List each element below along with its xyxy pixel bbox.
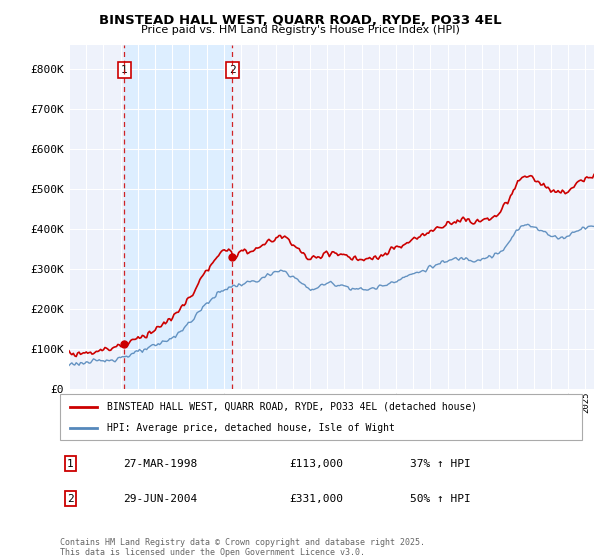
Text: BINSTEAD HALL WEST, QUARR ROAD, RYDE, PO33 4EL (detached house): BINSTEAD HALL WEST, QUARR ROAD, RYDE, PO… xyxy=(107,402,477,412)
Text: Contains HM Land Registry data © Crown copyright and database right 2025.
This d: Contains HM Land Registry data © Crown c… xyxy=(60,538,425,557)
Text: 2: 2 xyxy=(229,65,236,75)
Text: 37% ↑ HPI: 37% ↑ HPI xyxy=(410,459,470,469)
Text: 1: 1 xyxy=(121,65,128,75)
Text: 2: 2 xyxy=(67,494,74,504)
Text: Price paid vs. HM Land Registry's House Price Index (HPI): Price paid vs. HM Land Registry's House … xyxy=(140,25,460,35)
Text: 27-MAR-1998: 27-MAR-1998 xyxy=(122,459,197,469)
Text: £113,000: £113,000 xyxy=(290,459,344,469)
Text: BINSTEAD HALL WEST, QUARR ROAD, RYDE, PO33 4EL: BINSTEAD HALL WEST, QUARR ROAD, RYDE, PO… xyxy=(98,14,502,27)
Text: 29-JUN-2004: 29-JUN-2004 xyxy=(122,494,197,504)
Bar xyxy=(124,45,232,389)
Text: HPI: Average price, detached house, Isle of Wight: HPI: Average price, detached house, Isle… xyxy=(107,423,395,433)
Text: £331,000: £331,000 xyxy=(290,494,344,504)
Text: 50% ↑ HPI: 50% ↑ HPI xyxy=(410,494,470,504)
Text: 1: 1 xyxy=(67,459,74,469)
